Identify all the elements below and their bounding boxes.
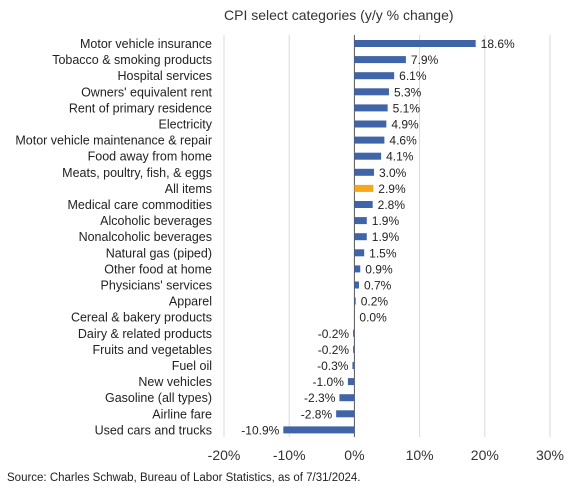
category-label: Meats, poultry, fish, & eggs xyxy=(62,166,212,180)
category-label: New vehicles xyxy=(138,375,212,389)
category-label: Motor vehicle maintenance & repair xyxy=(15,134,212,148)
category-label: Apparel xyxy=(169,295,212,309)
value-label: 7.9% xyxy=(411,53,439,67)
x-tick-label: -20% xyxy=(208,447,241,463)
category-label: Alcoholic beverages xyxy=(100,214,212,228)
bar-owners-equivalent-rent xyxy=(354,88,389,96)
bar-meats-poultry-fish-eggs xyxy=(354,168,374,176)
bar-airline-fare xyxy=(336,410,355,418)
category-label: Tobacco & smoking products xyxy=(52,53,212,67)
category-label: Airline fare xyxy=(152,407,212,421)
bar-alcoholic-beverages xyxy=(354,217,367,225)
bar-natural-gas-piped xyxy=(354,249,365,257)
bar-hospital-services xyxy=(354,72,395,80)
bar-electricity xyxy=(354,120,387,128)
value-label: 2.8% xyxy=(378,198,406,212)
bar-gasoline-all-types xyxy=(339,394,355,402)
x-tick-label: 10% xyxy=(406,447,434,463)
category-label: Fruits and vegetables xyxy=(92,343,212,357)
bar-motor-vehicle-maintenance-repair xyxy=(354,136,385,144)
bar-medical-care-commodities xyxy=(354,201,373,208)
bar-used-cars-and-trucks xyxy=(283,426,355,434)
category-label: Medical care commodities xyxy=(68,198,213,212)
bar-dairy-related-products xyxy=(353,329,355,337)
value-label: -0.3% xyxy=(317,359,349,373)
value-label: 2.9% xyxy=(378,182,406,196)
value-label: 1.9% xyxy=(372,230,400,244)
value-label: 4.6% xyxy=(389,134,417,148)
value-label: -1.0% xyxy=(313,375,345,389)
value-label: 4.9% xyxy=(391,118,419,132)
x-tick-label: 0% xyxy=(344,447,364,463)
bar-rent-of-primary-residence xyxy=(354,104,388,112)
value-label: 0.9% xyxy=(365,262,393,276)
value-label: 0.2% xyxy=(361,295,389,309)
value-label: 5.1% xyxy=(393,101,421,115)
x-tick-labels: -20% -10% 0% 10% 20% 30% xyxy=(208,447,564,463)
value-label: -2.3% xyxy=(304,391,336,405)
value-label: 0.7% xyxy=(364,279,392,293)
value-label: 1.9% xyxy=(372,214,400,228)
bar-motor-vehicle-insurance xyxy=(354,40,476,47)
category-label: Other food at home xyxy=(104,262,212,276)
x-tick-label: -10% xyxy=(273,447,306,463)
category-label: Owners' equivalent rent xyxy=(81,85,212,99)
value-label: -10.9% xyxy=(241,423,279,437)
category-label: Nonalcoholic beverages xyxy=(79,230,212,244)
bar-new-vehicles xyxy=(347,378,355,386)
category-label: Physicians' services xyxy=(101,279,212,293)
category-label: Rent of primary residence xyxy=(69,101,212,115)
value-label: 6.1% xyxy=(399,69,427,83)
value-label: -0.2% xyxy=(318,343,350,357)
value-label: -2.8% xyxy=(301,407,333,421)
category-label: Gasoline (all types) xyxy=(105,391,212,405)
value-label: 3.0% xyxy=(379,166,407,180)
category-label: Fuel oil xyxy=(172,359,212,373)
value-label: 4.1% xyxy=(386,150,414,164)
cpi-bar-chart: CPI select categories (y/y % change) Mot… xyxy=(15,7,564,463)
category-label: Dairy & related products xyxy=(78,327,212,341)
bar-tobacco-smoking-products xyxy=(354,56,406,64)
chart-title: CPI select categories (y/y % change) xyxy=(224,7,454,23)
category-label: Cereal & bakery products xyxy=(71,311,212,325)
bar-nonalcoholic-beverages xyxy=(354,233,367,241)
bar-physicians-services xyxy=(354,281,359,289)
value-label: 18.6% xyxy=(481,37,515,51)
category-label: Motor vehicle insurance xyxy=(80,37,212,51)
category-label: All items xyxy=(165,182,212,196)
category-label: Hospital services xyxy=(118,69,212,83)
bar-all-items xyxy=(354,184,374,192)
category-label: Food away from home xyxy=(88,150,212,164)
x-tick-label: 20% xyxy=(471,447,499,463)
value-label: 5.3% xyxy=(394,85,422,99)
value-labels: 18.6% 7.9% 6.1% 5.3% 5.1% 4.9% 4.6% 4.1% 3.0% 2.9… xyxy=(241,37,515,437)
category-label: Natural gas (piped) xyxy=(106,246,212,260)
bar-fruits-and-vegetables xyxy=(353,345,355,353)
source-note: Source: Charles Schwab, Bureau of Labor … xyxy=(7,472,361,484)
bar-other-food-at-home xyxy=(354,265,361,273)
category-label: Electricity xyxy=(159,118,213,132)
category-labels: Motor vehicle insurance Tobacco & smoking… xyxy=(15,37,212,437)
bars xyxy=(283,40,476,434)
category-label: Used cars and trucks xyxy=(95,423,212,437)
bar-apparel xyxy=(354,297,356,305)
value-label: 0.0% xyxy=(359,311,387,325)
value-label: 1.5% xyxy=(369,246,397,260)
x-tick-label: 30% xyxy=(536,447,564,463)
bar-fuel-oil xyxy=(352,362,355,369)
bar-food-away-from-home xyxy=(354,152,382,160)
value-label: -0.2% xyxy=(318,327,350,341)
